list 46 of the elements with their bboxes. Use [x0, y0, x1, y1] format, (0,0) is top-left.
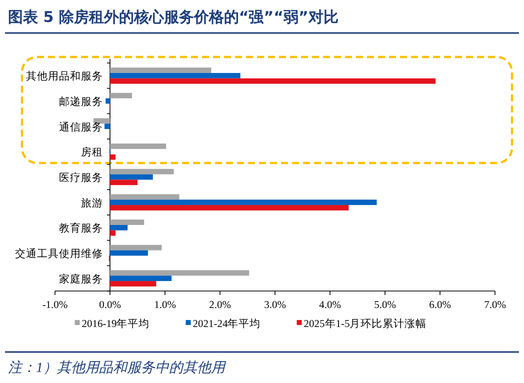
- x-tick-label: 4.0%: [319, 300, 342, 311]
- y-tick-label: 通信服务: [59, 120, 103, 134]
- bar: [110, 205, 349, 210]
- text: 注：1）其他用品和服务中的其他用: [8, 360, 227, 376]
- bar: [106, 98, 110, 104]
- x-tick-label: 1.0%: [154, 300, 176, 311]
- y-tick-label: 教育服务: [59, 222, 103, 235]
- x-tick-label: 3.0%: [264, 300, 286, 311]
- y-tick-label: 家庭服务: [59, 272, 103, 286]
- chart-title: 图表 5 除房租外的核心服务价格的“强”“弱”对比: [8, 8, 338, 26]
- bar: [110, 154, 116, 160]
- legend-label: 2016-19年平均: [82, 318, 150, 330]
- bar: [110, 276, 172, 282]
- legend-label: 2021-24年平均: [192, 318, 261, 330]
- x-tick-label: 0.0%: [99, 300, 122, 311]
- bar: [110, 220, 144, 225]
- bar: [110, 180, 138, 186]
- x-tick-label: 2.0%: [209, 300, 232, 311]
- bar: [94, 118, 110, 124]
- x-tick-label: 6.0%: [429, 300, 452, 311]
- y-tick-label: 房租: [81, 146, 103, 159]
- bar: [110, 144, 166, 149]
- x-tick-label: 7.0%: [484, 300, 506, 311]
- bar: [110, 230, 116, 236]
- bar: [110, 168, 174, 174]
- bar: [110, 281, 156, 286]
- y-tick-label: 旅游: [81, 196, 103, 210]
- bar: [110, 250, 148, 256]
- bar: [104, 124, 110, 130]
- y-tick-label: 其他用品和服务: [26, 70, 103, 83]
- bar: [110, 92, 132, 98]
- bar: [110, 68, 212, 73]
- y-tick-label: 邮递服务: [59, 95, 103, 108]
- bar: [110, 72, 240, 78]
- y-tick-label: 医疗服务: [59, 171, 103, 184]
- bar: [110, 270, 250, 276]
- legend-label: 2025年1-5月环比累计涨幅: [304, 317, 427, 330]
- bar: [110, 244, 162, 250]
- bar: [110, 224, 128, 230]
- bar: [110, 194, 180, 200]
- bar: [110, 78, 436, 84]
- bar: [110, 200, 377, 206]
- x-tick-label: -1.0%: [42, 300, 68, 311]
- y-tick-label: 交通工具使用维修: [15, 247, 103, 260]
- x-tick-label: 5.0%: [374, 300, 396, 311]
- bar: [110, 174, 153, 180]
